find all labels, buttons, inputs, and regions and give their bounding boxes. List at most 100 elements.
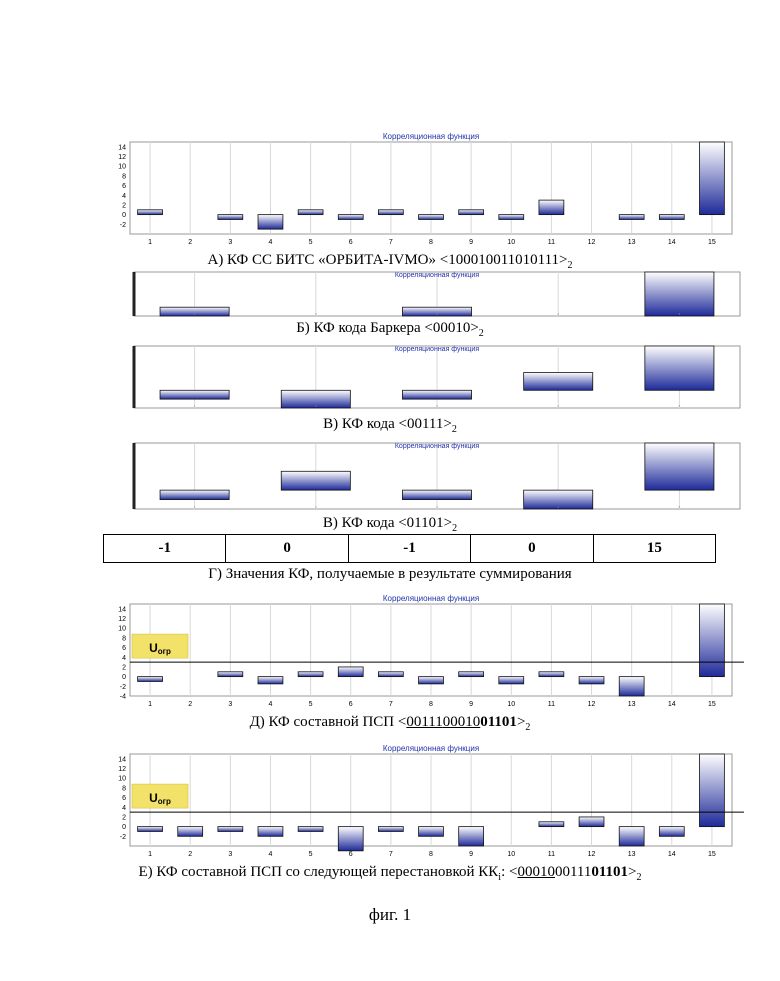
- bar: [258, 827, 283, 837]
- bar: [419, 827, 444, 837]
- x-tick-label: 10: [507, 851, 515, 858]
- sum-cell: 0: [470, 535, 592, 562]
- x-tick-label: 6: [349, 239, 353, 246]
- sum-table: -1 0 -1 0 15: [103, 534, 716, 563]
- bar: [499, 677, 524, 684]
- x-tick-label: 1: [148, 239, 152, 246]
- y-tick-label: 14: [118, 144, 126, 151]
- bar: [258, 215, 283, 230]
- threshold-label-sub: огр: [158, 797, 171, 806]
- caption-e: Е) КФ составной ПСП со следующей переста…: [0, 864, 780, 883]
- y-tick-label: 8: [122, 635, 126, 642]
- x-tick-label: 10: [507, 701, 515, 708]
- x-tick-label: 3: [228, 701, 232, 708]
- chart-title: Корреляционная функция: [395, 443, 479, 450]
- y-tick-label: 6: [122, 645, 126, 652]
- bar: [160, 390, 229, 399]
- bar: [338, 215, 363, 220]
- x-tick-label: 13: [628, 239, 636, 246]
- bar: [218, 672, 243, 677]
- chart-title: Корреляционная функция: [383, 594, 479, 603]
- x-tick-label: 14: [668, 701, 676, 708]
- y-tick-label: 10: [118, 776, 126, 783]
- bar: [619, 827, 644, 846]
- y-tick-label: 6: [122, 183, 126, 190]
- bar: [645, 272, 714, 316]
- x-tick-label: 7: [389, 851, 393, 858]
- x-tick-label: 8: [429, 239, 433, 246]
- bar: [419, 215, 444, 220]
- y-tick-label: 8: [122, 173, 126, 180]
- chart-title: Корреляционная функция: [395, 272, 479, 279]
- x-tick-label: 15: [708, 701, 716, 708]
- bar: [160, 490, 229, 499]
- bar: [619, 677, 644, 696]
- bar: [699, 604, 724, 677]
- bar: [218, 827, 243, 832]
- x-tick-label: 15: [708, 239, 716, 246]
- x-tick-label: 5: [309, 239, 313, 246]
- y-tick-label: -2: [120, 834, 126, 841]
- bar: [402, 390, 471, 399]
- bar: [645, 443, 714, 490]
- sum-cell: 15: [593, 535, 715, 562]
- x-tick-label: 7: [389, 239, 393, 246]
- x-tick-label: 9: [469, 239, 473, 246]
- bar: [338, 667, 363, 677]
- x-tick-label: 9: [469, 851, 473, 858]
- bar: [378, 827, 403, 832]
- y-tick-label: 2: [122, 814, 126, 821]
- x-tick-label: 13: [628, 701, 636, 708]
- chart-e: Корреляционная функция14121086420-212345…: [110, 742, 750, 862]
- bar: [539, 672, 564, 677]
- chart-d: Корреляционная функция14121086420-2-4123…: [110, 592, 750, 712]
- chart-title: Корреляционная функция: [383, 744, 479, 753]
- figure-label: фиг. 1: [0, 905, 780, 925]
- caption-b: Б) КФ кода Баркера <00010>2: [0, 320, 780, 339]
- y-tick-label: 4: [122, 193, 126, 200]
- y-tick-label: 8: [122, 785, 126, 792]
- bar: [645, 346, 714, 390]
- x-tick-label: 14: [668, 851, 676, 858]
- y-tick-label: 12: [118, 766, 126, 773]
- y-tick-label: 12: [118, 154, 126, 161]
- x-tick-label: 2: [188, 239, 192, 246]
- bar: [281, 471, 350, 490]
- bar: [659, 827, 684, 837]
- caption-d: Д) КФ составной ПСП <001110001001101>2: [0, 714, 780, 733]
- bar: [579, 817, 604, 827]
- caption-v1: В) КФ кода <00111>2: [0, 416, 780, 435]
- sum-cell: -1: [104, 535, 225, 562]
- y-tick-label: 14: [118, 756, 126, 763]
- x-tick-label: 11: [548, 701, 555, 708]
- bar: [459, 672, 484, 677]
- x-tick-label: 15: [708, 851, 716, 858]
- chart-b: Корреляционная функция12345: [116, 268, 744, 318]
- chart-title: Корреляционная функция: [383, 132, 479, 141]
- threshold-label-sub: огр: [158, 647, 171, 656]
- bar: [539, 200, 564, 215]
- bar: [298, 210, 323, 215]
- x-tick-label: 12: [588, 239, 596, 246]
- sum-cell: 0: [225, 535, 347, 562]
- y-tick-label: 6: [122, 795, 126, 802]
- bar: [138, 827, 163, 832]
- x-tick-label: 4: [269, 701, 273, 708]
- bar: [138, 677, 163, 682]
- x-tick-label: 6: [349, 851, 353, 858]
- y-tick-label: 2: [122, 202, 126, 209]
- bar: [298, 827, 323, 832]
- bar: [579, 677, 604, 684]
- y-tick-label: 0: [122, 824, 126, 831]
- x-tick-label: 11: [548, 239, 555, 246]
- x-tick-label: 1: [148, 851, 152, 858]
- x-tick-label: 1: [148, 701, 152, 708]
- x-tick-label: 4: [269, 851, 273, 858]
- x-tick-label: 6: [349, 701, 353, 708]
- bar: [499, 215, 524, 220]
- bar: [338, 827, 363, 851]
- x-tick-label: 7: [389, 701, 393, 708]
- y-tick-label: 4: [122, 655, 126, 662]
- x-tick-label: 8: [429, 851, 433, 858]
- x-tick-label: 3: [228, 239, 232, 246]
